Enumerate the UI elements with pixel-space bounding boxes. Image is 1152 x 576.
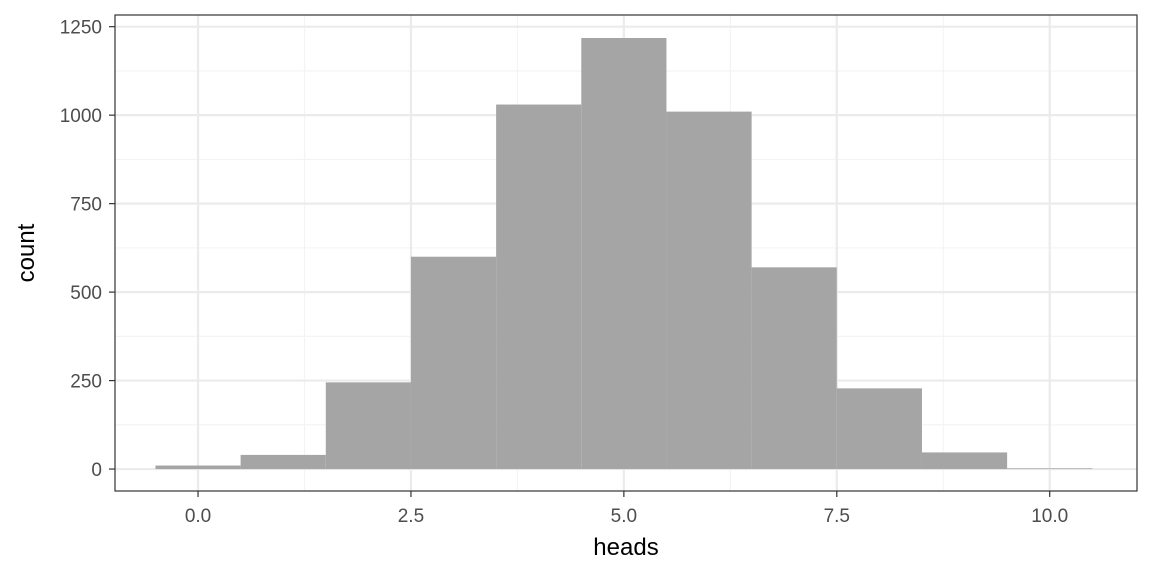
histogram-bar (240, 454, 326, 470)
x-tick-label: 10.0 (1031, 506, 1068, 527)
y-tick-label: 500 (70, 283, 102, 304)
histogram-bar (581, 38, 667, 470)
histogram-bar (666, 111, 752, 470)
y-axis-title: count (13, 223, 40, 282)
y-tick-label: 1000 (60, 106, 102, 127)
panel-frame (114, 14, 1138, 492)
histogram-bar (496, 104, 582, 470)
histogram-bars (155, 38, 1093, 470)
histogram-bar (325, 382, 411, 470)
x-tick-label: 7.5 (824, 506, 850, 527)
y-tick-label: 750 (70, 195, 102, 216)
x-tick-label: 0.0 (185, 506, 211, 527)
x-axis-title: heads (593, 534, 658, 561)
histogram-bar (921, 452, 1008, 470)
x-tick-label: 5.0 (611, 506, 637, 527)
x-tick-label: 2.5 (398, 506, 424, 527)
histogram-bar (751, 267, 837, 470)
histogram-bar (155, 465, 241, 470)
y-tick-label: 250 (70, 372, 102, 393)
panel-border (114, 14, 1138, 492)
histogram-bar (836, 388, 922, 470)
y-tick-label: 0 (91, 460, 102, 481)
histogram-bar (1007, 468, 1093, 470)
y-tick-label: 1250 (60, 18, 102, 39)
histogram-bar (410, 256, 497, 470)
axes: 0.0 2.5 5.0 7.5 10.0 0 250 500 750 1000 1250 (60, 18, 1068, 527)
